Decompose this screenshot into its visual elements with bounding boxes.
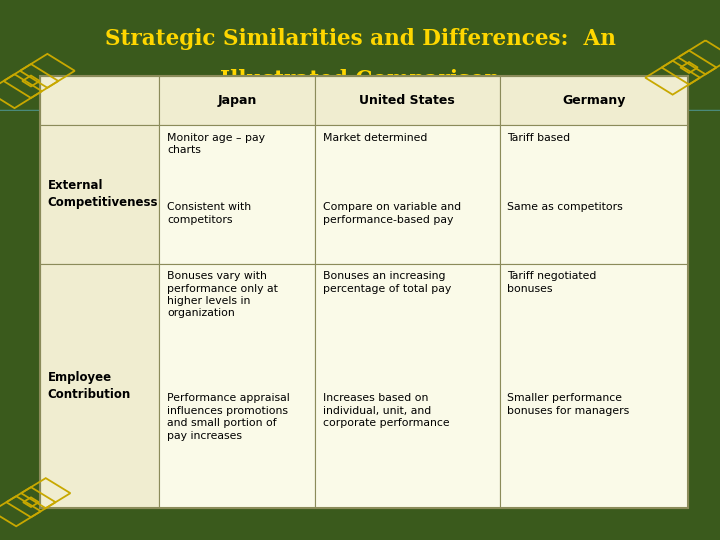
Text: Compare on variable and
performance-based pay: Compare on variable and performance-base… (323, 202, 461, 225)
Text: Bonuses an increasing
percentage of total pay: Bonuses an increasing percentage of tota… (323, 271, 451, 294)
Bar (40, 264, 160, 508)
Bar (40, 125, 160, 264)
Text: United States: United States (359, 94, 455, 107)
Bar (500, 76, 688, 125)
Bar (160, 264, 315, 508)
Bar (500, 125, 688, 264)
Bar (160, 125, 315, 264)
Text: Strategic Similarities and Differences:  An: Strategic Similarities and Differences: … (104, 28, 616, 50)
Bar (160, 76, 315, 125)
Text: External
Competitiveness: External Competitiveness (48, 179, 158, 210)
Bar (40, 76, 160, 125)
Text: Same as competitors: Same as competitors (508, 202, 624, 212)
Text: Increases based on
individual, unit, and
corporate performance: Increases based on individual, unit, and… (323, 393, 449, 428)
Text: Germany: Germany (562, 94, 626, 107)
Text: Bonuses vary with
performance only at
higher levels in
organization: Bonuses vary with performance only at hi… (167, 271, 278, 319)
Text: Employee
Contribution: Employee Contribution (48, 370, 130, 401)
Text: Tariff negotiated
bonuses: Tariff negotiated bonuses (508, 271, 597, 294)
Bar (315, 264, 500, 508)
Bar (500, 264, 688, 508)
Text: Consistent with
competitors: Consistent with competitors (167, 202, 251, 225)
Text: Japan: Japan (217, 94, 257, 107)
Text: Performance appraisal
influences promotions
and small portion of
pay increases: Performance appraisal influences promoti… (167, 393, 290, 441)
Text: Smaller performance
bonuses for managers: Smaller performance bonuses for managers (508, 393, 630, 416)
Text: Market determined: Market determined (323, 133, 427, 143)
Text: Illustrated Comparison: Illustrated Comparison (220, 69, 500, 91)
Bar (315, 125, 500, 264)
Text: Monitor age – pay
charts: Monitor age – pay charts (167, 133, 265, 156)
Bar (315, 76, 500, 125)
Text: Tariff based: Tariff based (508, 133, 570, 143)
